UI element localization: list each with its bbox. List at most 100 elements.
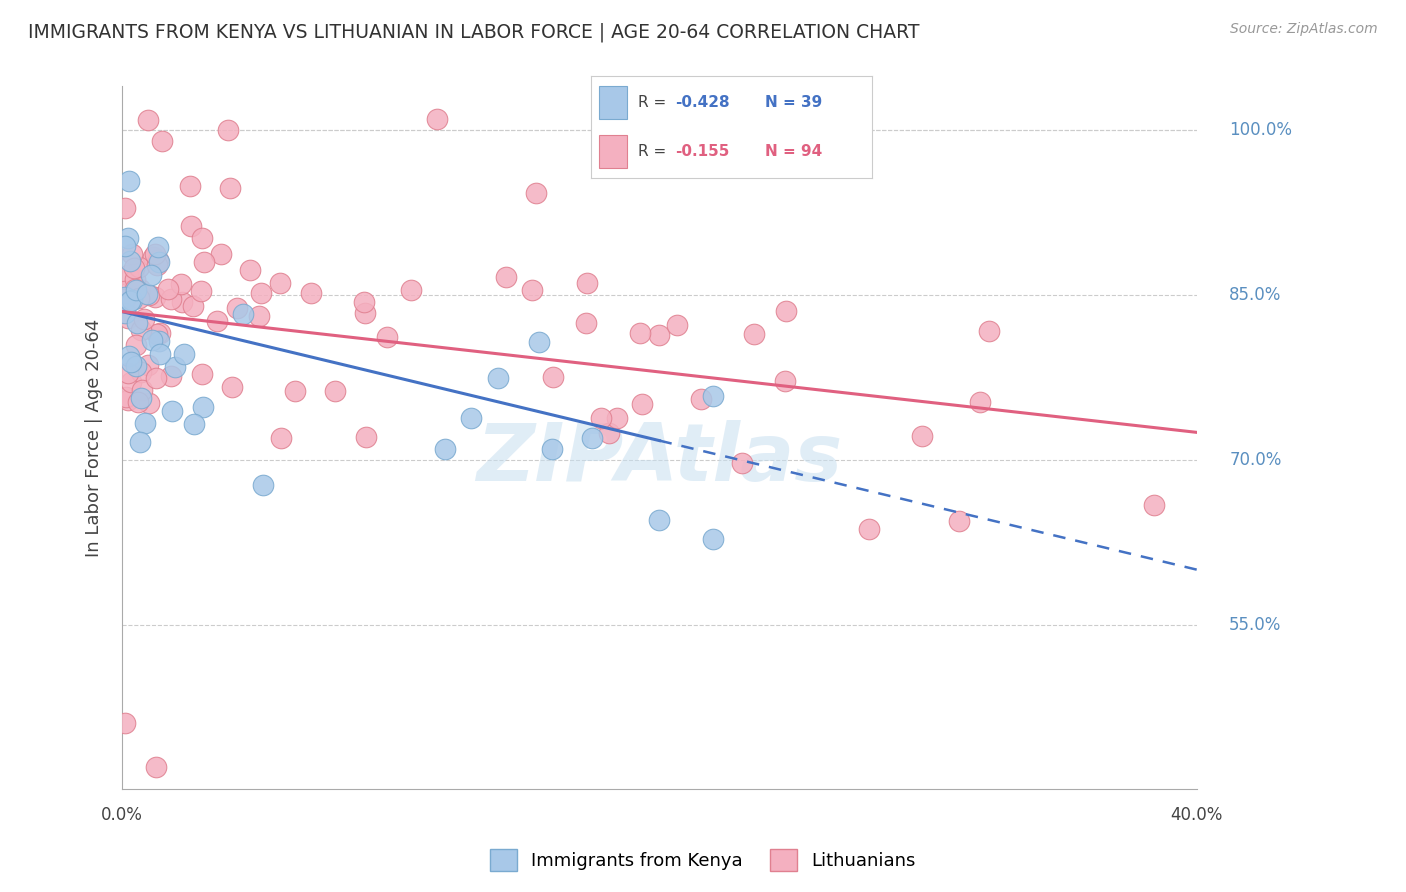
Point xyxy=(689,392,711,406)
Point xyxy=(125,359,148,374)
Text: 70.0%: 70.0% xyxy=(1229,450,1281,469)
Point xyxy=(190,368,212,382)
Point xyxy=(486,371,509,385)
Point xyxy=(148,239,170,253)
Point xyxy=(299,285,322,300)
Point xyxy=(160,292,183,306)
Text: 40.0%: 40.0% xyxy=(1171,805,1223,824)
Point xyxy=(773,375,796,389)
Point xyxy=(122,261,145,276)
Point xyxy=(136,113,159,128)
Point xyxy=(1143,498,1166,512)
Point xyxy=(117,230,139,244)
Point xyxy=(207,314,229,328)
Text: Source: ZipAtlas.com: Source: ZipAtlas.com xyxy=(1230,22,1378,37)
Point xyxy=(630,326,652,340)
Point xyxy=(183,299,205,313)
Text: 55.0%: 55.0% xyxy=(1229,615,1281,633)
Point xyxy=(146,258,169,272)
Point xyxy=(165,360,187,375)
Point xyxy=(524,186,547,200)
Point xyxy=(541,442,564,456)
Point xyxy=(129,323,152,337)
Y-axis label: In Labor Force | Age 20-64: In Labor Force | Age 20-64 xyxy=(86,318,103,557)
Point xyxy=(114,293,136,307)
Point xyxy=(143,247,166,261)
Point xyxy=(179,179,201,194)
Point xyxy=(160,403,183,417)
Point xyxy=(148,254,170,268)
Text: IMMIGRANTS FROM KENYA VS LITHUANIAN IN LABOR FORCE | AGE 20-64 CORRELATION CHART: IMMIGRANTS FROM KENYA VS LITHUANIAN IN L… xyxy=(28,22,920,42)
Point xyxy=(125,284,148,298)
Point xyxy=(125,285,148,300)
Point xyxy=(399,283,422,297)
Point xyxy=(375,330,398,344)
Point xyxy=(353,306,375,320)
Point xyxy=(575,316,598,330)
Point xyxy=(193,254,215,268)
Point xyxy=(132,312,155,326)
Point xyxy=(121,247,143,261)
Point xyxy=(191,231,214,245)
Text: -0.155: -0.155 xyxy=(675,145,730,160)
Point xyxy=(129,282,152,296)
Point xyxy=(217,123,239,137)
Point xyxy=(114,201,136,215)
Point xyxy=(598,426,620,441)
Point xyxy=(979,324,1001,338)
Point xyxy=(576,276,599,290)
Point xyxy=(148,334,170,349)
Point xyxy=(145,760,167,774)
Point xyxy=(606,411,628,425)
Text: R =: R = xyxy=(638,145,672,160)
Point xyxy=(581,431,603,445)
Point xyxy=(323,384,346,398)
Point xyxy=(134,416,156,430)
Point xyxy=(219,181,242,195)
Point xyxy=(124,272,146,286)
Point xyxy=(129,365,152,379)
Point xyxy=(128,291,150,305)
Point xyxy=(156,282,179,296)
Point xyxy=(666,318,689,332)
Point xyxy=(284,384,307,399)
Text: N = 39: N = 39 xyxy=(765,95,823,110)
Point xyxy=(159,368,181,383)
Text: -0.428: -0.428 xyxy=(675,95,730,110)
Legend: Immigrants from Kenya, Lithuanians: Immigrants from Kenya, Lithuanians xyxy=(482,842,924,879)
Point xyxy=(969,395,991,409)
Point xyxy=(591,410,613,425)
Point xyxy=(495,270,517,285)
Point xyxy=(541,369,564,384)
Point xyxy=(142,250,165,264)
Point xyxy=(775,304,797,318)
Point xyxy=(121,293,143,307)
Point xyxy=(120,375,142,389)
Point xyxy=(115,390,138,404)
Point xyxy=(131,383,153,397)
Point xyxy=(221,380,243,394)
Point xyxy=(120,294,142,309)
Point xyxy=(150,134,173,148)
Point xyxy=(702,532,724,546)
Point xyxy=(118,349,141,363)
Point xyxy=(183,417,205,431)
Point xyxy=(648,328,671,343)
Point xyxy=(148,326,170,341)
Point xyxy=(520,283,543,297)
Text: N = 94: N = 94 xyxy=(765,145,823,160)
Point xyxy=(354,430,377,444)
Point xyxy=(120,355,142,369)
Text: 100.0%: 100.0% xyxy=(1229,121,1292,139)
Point xyxy=(252,478,274,492)
Point xyxy=(731,456,754,470)
Point xyxy=(135,287,157,301)
Point xyxy=(145,371,167,385)
Point xyxy=(226,301,249,315)
Point xyxy=(117,310,139,325)
Point xyxy=(269,276,291,290)
Point xyxy=(138,288,160,302)
Point xyxy=(270,431,292,445)
Point xyxy=(648,513,671,527)
Point xyxy=(232,307,254,321)
